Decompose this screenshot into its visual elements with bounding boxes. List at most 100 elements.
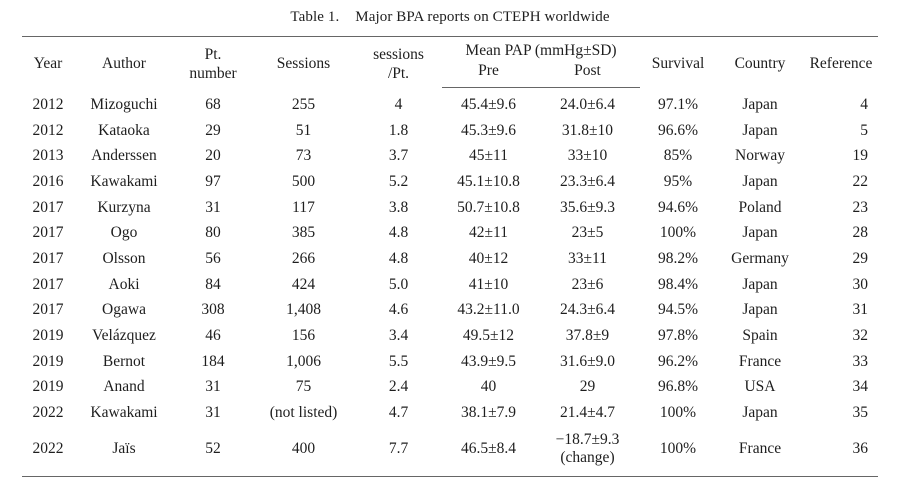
header-country: Country xyxy=(716,36,804,88)
cell-author: Aoki xyxy=(108,275,140,293)
cell-reference: 5 xyxy=(860,121,868,139)
cell-sessions: 500 xyxy=(291,172,316,190)
cell-survival: 97.8% xyxy=(657,327,699,345)
table-row: 2019 Anand 31 75 2.4 40 29 96.8% USA 34 xyxy=(22,375,878,401)
header-survival: Survival xyxy=(640,36,716,88)
cell-author: Kawakami xyxy=(90,404,158,422)
cell-year: 2019 xyxy=(32,378,64,396)
cell-country: Japan xyxy=(742,224,778,242)
table-row: 2019 Bernot 184 1,006 5.5 43.9±9.5 31.6±9.0 96.… xyxy=(22,349,878,375)
cell-author: Anderssen xyxy=(91,147,157,165)
cell-country: Spain xyxy=(742,327,778,345)
cell-reference: 4 xyxy=(860,95,868,113)
cell-pre: 43.2±11.0 xyxy=(457,301,520,319)
table-caption-title: Major BPA reports on CTEPH worldwide xyxy=(355,9,610,25)
cell-reference: 30 xyxy=(852,275,869,293)
cell-post: 35.6±9.3 xyxy=(559,198,615,216)
cell-country: Japan xyxy=(742,95,778,113)
cell-post: 21.4±4.7 xyxy=(559,404,615,422)
cell-pt-number: 29 xyxy=(205,121,221,139)
table-row: 2019 Velázquez 46 156 3.4 49.5±12 37.8±9 97.8% S… xyxy=(22,323,878,349)
cell-post: 24.0±6.4 xyxy=(559,95,615,113)
cell-survival: 96.8% xyxy=(657,378,699,396)
cell-pt-number: 46 xyxy=(205,327,221,345)
cell-year: 2022 xyxy=(22,425,74,477)
cell-post: 24.3±6.4 xyxy=(559,301,615,319)
cell-country: France xyxy=(738,352,782,370)
cell-pre: 46.5±8.4 xyxy=(442,425,535,477)
cell-country: Germany xyxy=(731,249,789,267)
cell-pt-number: 31 xyxy=(205,404,221,422)
cell-survival: 98.2% xyxy=(657,249,699,267)
cell-sessions: 75 xyxy=(295,378,312,396)
cell-survival: 100% xyxy=(659,224,697,242)
cell-year: 2012 xyxy=(32,121,64,139)
cell-pre: 38.1±7.9 xyxy=(460,404,516,422)
cell-author: Anand xyxy=(103,378,145,396)
cell-post: 33±10 xyxy=(567,147,608,165)
header-pre: Pre xyxy=(442,61,535,88)
cell-pre: 45±11 xyxy=(469,147,508,165)
cell-reference: 36 xyxy=(804,425,878,477)
cell-pt-number: 80 xyxy=(205,224,221,242)
cell-country: Japan xyxy=(742,404,778,422)
cell-pre: 45.3±9.6 xyxy=(460,121,516,139)
cell-author: Kataoka xyxy=(98,121,150,139)
cell-sessions: 117 xyxy=(292,198,315,216)
cell-sessions: 1,006 xyxy=(286,352,321,370)
cell-reference: 28 xyxy=(852,224,869,242)
header-pt-line1: Pt. xyxy=(204,46,222,64)
cell-sessions-per-pt: 4.8 xyxy=(388,224,409,242)
cell-author: Jaïs xyxy=(74,425,174,477)
cell-pt-number: 184 xyxy=(201,352,225,370)
cell-pre: 41±10 xyxy=(468,275,509,293)
cell-sessions: 255 xyxy=(291,95,316,113)
cell-sessions-per-pt: 1.8 xyxy=(388,121,409,139)
cell-pt-number: 31 xyxy=(205,198,221,216)
header-pt-line2: number xyxy=(189,65,237,83)
cell-survival: 97.1% xyxy=(657,95,699,113)
cell-pre: 50.7±10.8 xyxy=(457,198,520,216)
cell-year: 2017 xyxy=(32,249,64,267)
cell-survival: 96.2% xyxy=(657,352,699,370)
cell-reference: 31 xyxy=(852,301,869,319)
cell-author: Kurzyna xyxy=(97,198,151,216)
table-header: Year Author Pt. number Sessions sessions… xyxy=(22,36,878,88)
cell-year: 2016 xyxy=(32,172,64,190)
cell-survival: 100% xyxy=(659,404,697,422)
cell-pre: 42±11 xyxy=(469,224,508,242)
cell-post: 37.8±9 xyxy=(565,327,610,345)
cell-sessions-per-pt: 5.2 xyxy=(388,172,409,190)
header-year: Year xyxy=(22,36,74,88)
cell-post-line1: −18.7±9.3 xyxy=(555,430,620,448)
table-row: 2012 Mizoguchi 68 255 4 45.4±9.6 24.0±6.4 97.1%… xyxy=(22,88,878,118)
cell-author: Bernot xyxy=(102,352,146,370)
cell-author: Ogo xyxy=(110,224,138,242)
table-row: 2022 Kawakami 31 (not listed) 4.7 38.1±7.9 21.… xyxy=(22,400,878,426)
cell-survival: 94.5% xyxy=(657,301,699,319)
cell-sessions-per-pt: 4.6 xyxy=(388,301,409,319)
cell-sessions-per-pt: 2.4 xyxy=(388,378,409,396)
cell-year: 2017 xyxy=(32,301,64,319)
cell-post: 23.3±6.4 xyxy=(559,172,615,190)
table-row: 2016 Kawakami 97 500 5.2 45.1±10.8 23.3±6.4 95%… xyxy=(22,169,878,195)
cell-post: 23±5 xyxy=(571,224,604,242)
cell-pt-number: 308 xyxy=(201,301,225,319)
header-pt-number: Pt. number xyxy=(174,36,252,88)
cell-reference: 35 xyxy=(852,404,869,422)
bpa-reports-table: Year Author Pt. number Sessions sessions… xyxy=(22,36,878,477)
cell-pre: 43.9±9.5 xyxy=(460,352,516,370)
cell-survival: 98.4% xyxy=(657,275,699,293)
table-row: 2012 Kataoka 29 51 1.8 45.3±9.6 31.8±10 96.6% Ja… xyxy=(22,118,878,144)
cell-author: Velázquez xyxy=(92,327,156,345)
header-spp-line2: /Pt. xyxy=(387,65,410,83)
cell-pre: 40 xyxy=(480,378,497,396)
header-sessions-per-pt: sessions /Pt. xyxy=(355,36,442,88)
cell-country: Japan xyxy=(742,301,778,319)
cell-author: Kawakami xyxy=(90,172,158,190)
cell-sessions: 156 xyxy=(291,327,316,345)
cell-year: 2013 xyxy=(32,147,64,165)
table-row: 2017 Ogo 80 385 4.8 42±11 23±5 100% Japan 28 xyxy=(22,220,878,246)
cell-reference: 33 xyxy=(852,352,869,370)
cell-reference: 19 xyxy=(852,147,869,165)
